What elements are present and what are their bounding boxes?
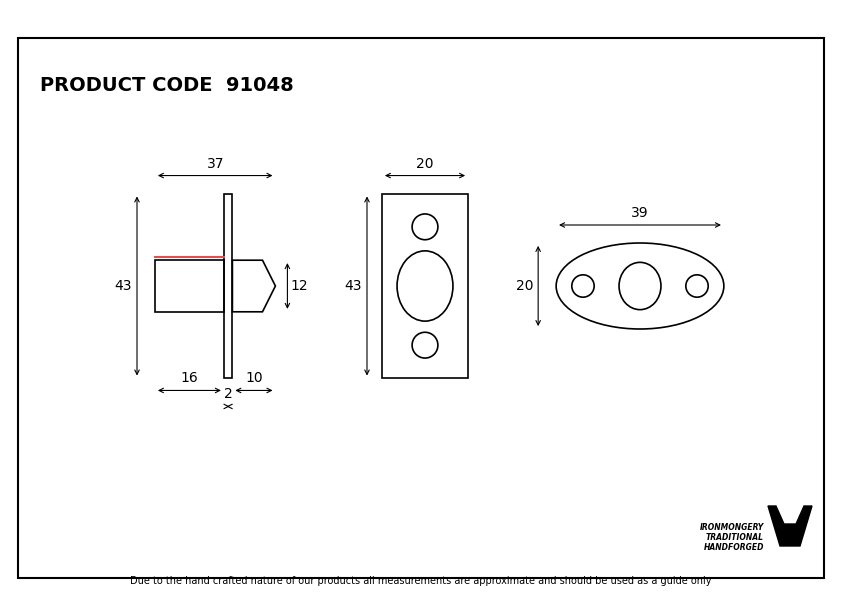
Text: 39: 39 — [632, 206, 649, 220]
Text: 43: 43 — [115, 279, 132, 293]
Text: 20: 20 — [416, 157, 434, 170]
Text: HANDFORGED: HANDFORGED — [704, 544, 764, 552]
Text: 16: 16 — [180, 371, 198, 386]
Text: PRODUCT CODE  91048: PRODUCT CODE 91048 — [40, 76, 294, 95]
Bar — [382, 194, 468, 378]
Text: 37: 37 — [206, 157, 224, 170]
Bar — [224, 194, 232, 378]
Text: IRONMONGERY: IRONMONGERY — [700, 523, 764, 532]
Text: 2: 2 — [224, 387, 232, 402]
Text: TRADITIONAL: TRADITIONAL — [706, 533, 764, 542]
Text: 12: 12 — [290, 279, 308, 293]
Text: Due to the hand crafted nature of our products all measurements are approximate : Due to the hand crafted nature of our pr… — [131, 576, 711, 586]
Text: 20: 20 — [515, 279, 533, 293]
Polygon shape — [768, 506, 812, 546]
Text: 43: 43 — [344, 279, 362, 293]
Bar — [155, 260, 224, 312]
Text: 10: 10 — [245, 371, 263, 386]
